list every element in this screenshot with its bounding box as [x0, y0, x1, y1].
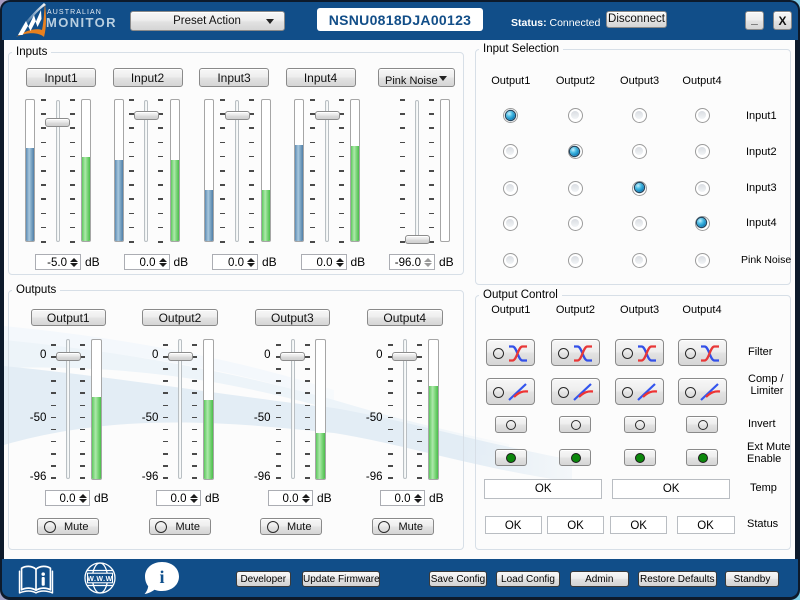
- svg-text:W.W.W: W.W.W: [87, 576, 112, 583]
- svg-text:i: i: [159, 567, 164, 587]
